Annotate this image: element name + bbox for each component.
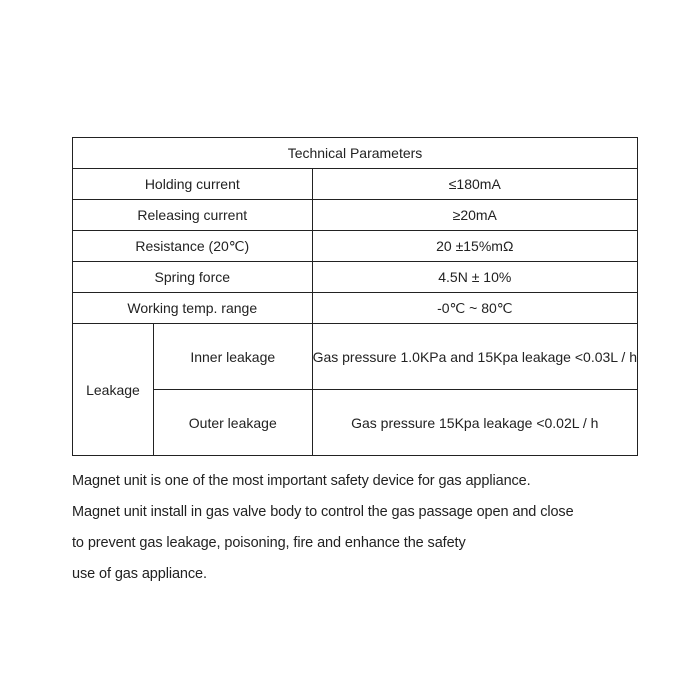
description-line: Magnet unit is one of the most important… <box>72 473 531 489</box>
description-line: Magnet unit install in gas valve body to… <box>72 504 574 520</box>
table-row: Resistance (20℃) 20 ±15%mΩ <box>72 230 639 262</box>
param-label: Holding current <box>72 168 313 200</box>
table-row: Holding current ≤180mA <box>72 168 639 200</box>
description-line: use of gas appliance. <box>72 566 207 582</box>
inner-leakage-label: Inner leakage <box>152 323 313 390</box>
param-label: Spring force <box>72 261 313 293</box>
description-line: to prevent gas leakage, poisoning, fire … <box>72 535 466 551</box>
table-title: Technical Parameters <box>72 137 638 169</box>
param-label: Releasing current <box>72 199 313 231</box>
param-value: ≥20mA <box>311 199 639 231</box>
table-row: Outer leakage Gas pressure 15Kpa leakage… <box>73 389 639 456</box>
param-value: -0℃ ~ 80℃ <box>311 292 639 324</box>
outer-leakage-label: Outer leakage <box>152 389 313 456</box>
table-row: Working temp. range -0℃ ~ 80℃ <box>72 292 639 324</box>
param-value: 20 ±15%mΩ <box>311 230 639 262</box>
param-value: ≤180mA <box>311 168 639 200</box>
param-label: Resistance (20℃) <box>72 230 313 262</box>
table-row: Spring force 4.5N ± 10% <box>72 261 639 293</box>
param-label: Working temp. range <box>72 292 313 324</box>
table-row: Releasing current ≥20mA <box>72 199 639 231</box>
description: Magnet unit is one of the most important… <box>72 466 574 590</box>
table-row: Leakage Inner leakage Gas pressure 1.0KP… <box>72 323 639 456</box>
outer-leakage-value: Gas pressure 15Kpa leakage <0.02L / h <box>311 389 639 456</box>
param-value: 4.5N ± 10% <box>311 261 639 293</box>
inner-leakage-value: Gas pressure 1.0KPa and 15Kpa leakage <0… <box>311 323 639 390</box>
leakage-label: Leakage <box>72 323 154 456</box>
technical-parameters-table: Technical Parameters Holding current ≤180… <box>72 137 639 456</box>
